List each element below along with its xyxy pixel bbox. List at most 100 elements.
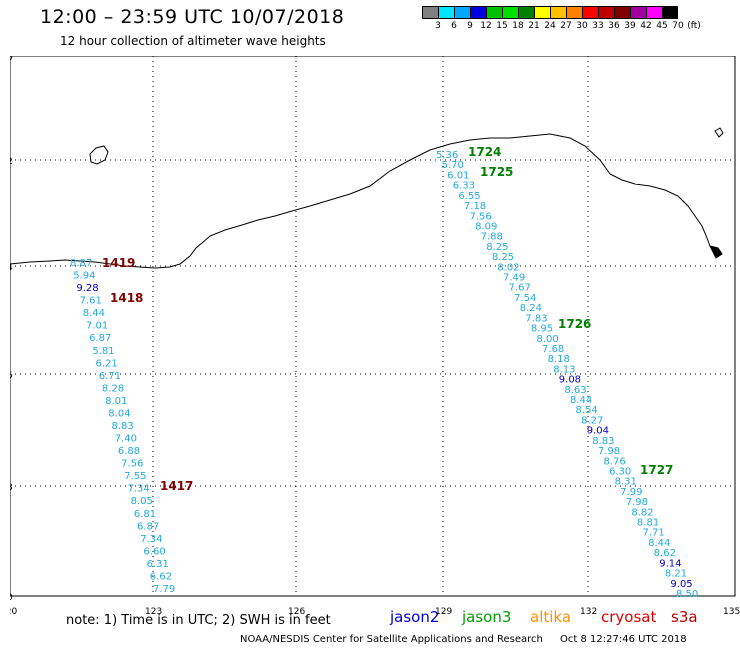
track-time-label: 1724 <box>468 145 501 159</box>
swh-value: 8.18 <box>548 354 570 365</box>
swh-value: 6.60 <box>143 546 165 557</box>
swh-value: 9.08 <box>559 375 581 386</box>
island-shape <box>709 245 723 259</box>
footnote: note: 1) Time is in UTC; 2) SWH is in fe… <box>66 613 331 628</box>
satellite-cryosat: cryosat <box>601 608 657 626</box>
track-time-label: 1417 <box>160 479 193 493</box>
island-shape <box>714 127 724 138</box>
swh-value: 8.21 <box>665 569 687 580</box>
lat-label: -30 <box>10 56 13 63</box>
legend-swatch <box>646 6 662 19</box>
swh-value: 5.94 <box>73 271 95 282</box>
track-time-label: 1418 <box>110 291 143 305</box>
legend-swatch <box>422 6 438 19</box>
lat-lon-grid <box>10 56 736 597</box>
swh-value: 6.62 <box>150 571 172 582</box>
swh-value: 8.44 <box>570 395 592 406</box>
legend-swatch <box>534 6 550 19</box>
footer-timestamp: Oct 8 12:27:46 UTC 2018 <box>560 634 687 645</box>
swh-value: 6.87 <box>137 521 159 532</box>
legend-swatch <box>486 6 502 19</box>
page-subtitle: 12 hour collection of altimeter wave hei… <box>60 34 326 48</box>
page-title: 12:00 – 23:59 UTC 10/07/2018 <box>40 6 345 28</box>
swh-value: 5.81 <box>92 346 114 357</box>
legend-swatch <box>566 6 582 19</box>
altimeter-tracks: 8.875.949.287.618.447.016.875.816.216.71… <box>70 145 698 600</box>
legend-swatch <box>518 6 534 19</box>
wave-height-map[interactable]: -30 -32 -34 -36 -38 -40 120 123 126 129 132 135 8.8… <box>10 56 740 616</box>
lon-label: 132 <box>580 607 597 616</box>
color-scale-legend <box>422 6 678 19</box>
swh-value: 6.31 <box>147 559 169 570</box>
swh-value: 5.36 <box>436 150 458 161</box>
swh-value: 9.28 <box>76 283 98 294</box>
swh-value: 7.49 <box>503 273 525 284</box>
legend-label: 12 <box>480 21 492 31</box>
track-time-label: 1726 <box>558 317 591 331</box>
footer: NOAA/NESDIS Center for Satellite Applica… <box>240 634 687 645</box>
legend-swatch <box>438 6 454 19</box>
swh-value: 8.83 <box>112 421 134 432</box>
legend-label: 30 <box>576 21 588 31</box>
swh-value: 8.50 <box>676 589 698 600</box>
lat-label: -40 <box>10 593 13 603</box>
swh-value: 8.09 <box>475 221 497 232</box>
track-time-label: 1419 <box>102 256 135 270</box>
legend-label: 33 <box>592 21 604 31</box>
lat-label: -38 <box>10 483 13 493</box>
legend-swatch <box>454 6 470 19</box>
swh-value: 6.88 <box>118 446 140 457</box>
swh-value: 6.81 <box>134 509 156 520</box>
swh-value: 7.83 <box>525 313 547 324</box>
lat-label: -32 <box>10 157 13 167</box>
legend-label: 70 <box>672 21 684 31</box>
axis-labels: -30 -32 -34 -36 -38 -40 120 123 126 129 132 135 <box>10 56 740 616</box>
legend-label: 45 <box>656 21 668 31</box>
swh-value: 6.87 <box>89 333 111 344</box>
swh-value: 7.79 <box>153 584 175 595</box>
swh-value: 8.81 <box>637 518 659 529</box>
swh-value: 7.98 <box>626 497 648 508</box>
swh-value: 7.34 <box>127 484 149 495</box>
swh-value: 8.44 <box>648 538 670 549</box>
swh-value: 8.44 <box>83 308 105 319</box>
legend-label: 9 <box>467 21 473 31</box>
swh-value: 8.31 <box>615 477 637 488</box>
swh-value: 6.30 <box>609 466 631 477</box>
swh-value: 7.01 <box>86 321 108 332</box>
swh-value: 8.76 <box>603 456 625 467</box>
track-time-label: 1725 <box>480 165 513 179</box>
coastline <box>10 127 724 269</box>
lat-label: -34 <box>10 263 13 273</box>
legend-label: 18 <box>512 21 524 31</box>
legend-label: 15 <box>496 21 508 31</box>
legend-swatch <box>662 6 678 19</box>
legend-label: 3 <box>435 21 441 31</box>
swh-value: 8.00 <box>536 334 558 345</box>
map-frame <box>10 56 736 597</box>
track-time-label: 1727 <box>640 463 673 477</box>
swh-value: 9.05 <box>670 579 692 590</box>
swh-value: 8.04 <box>108 408 130 419</box>
legend-swatch <box>470 6 486 19</box>
swh-value: 8.24 <box>520 303 542 314</box>
lon-label: 123 <box>145 607 162 616</box>
swh-value: 8.25 <box>492 252 514 263</box>
lat-label: -36 <box>10 371 13 381</box>
swh-value: 7.40 <box>115 434 137 445</box>
swh-value: 8.83 <box>592 436 614 447</box>
swh-value: 8.27 <box>581 415 603 426</box>
swh-value: 6.33 <box>453 181 475 192</box>
satellite-jason3: jason3 <box>462 608 512 626</box>
swh-value: 8.62 <box>654 548 676 559</box>
swh-value: 7.61 <box>80 296 102 307</box>
swh-value: 8.25 <box>486 242 508 253</box>
swh-value: 8.01 <box>105 396 127 407</box>
legend-label: 24 <box>544 21 556 31</box>
legend-label: 21 <box>528 21 540 31</box>
lon-label: 120 <box>10 607 17 616</box>
swh-value: 6.71 <box>99 371 121 382</box>
swh-value: 9.14 <box>659 558 681 569</box>
swh-value: 7.71 <box>643 528 665 539</box>
swh-value: 7.54 <box>514 293 536 304</box>
